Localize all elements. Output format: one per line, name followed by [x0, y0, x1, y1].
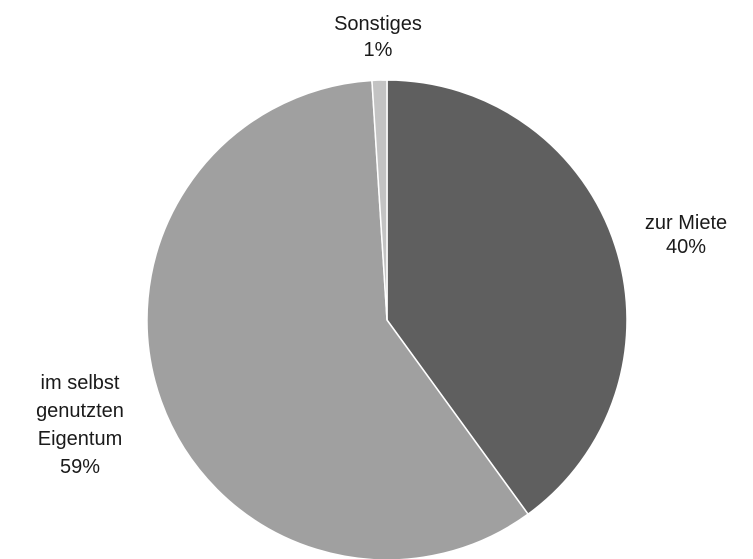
pie-slices: [146, 79, 628, 559]
pie-slice-im-selbst-genutzten-eigentum: [146, 79, 530, 559]
slice-name-label: genutzten: [36, 400, 124, 422]
slice-label-zur-miete: zur Miete 40%: [645, 212, 727, 258]
slice-percent-label: 40%: [666, 236, 706, 258]
slice-name-label: Eigentum: [38, 428, 123, 450]
slice-name-label: im selbst: [41, 372, 120, 394]
pie-slice-sonstiges: [371, 79, 388, 321]
slice-name-label: Sonstiges: [334, 13, 422, 35]
pie-slice-zur-miete: [386, 79, 628, 516]
slice-name-label: zur Miete: [645, 212, 727, 234]
slice-percent-label: 59%: [60, 456, 100, 478]
slice-label-im-selbst-genutzten-eigentum: im selbst genutzten Eigentum 59%: [36, 372, 124, 478]
slice-percent-label: 1%: [364, 39, 393, 61]
pie-labels: zur Miete 40% im selbst genutzten Eigentum 59…: [36, 13, 727, 478]
slice-label-sonstiges: Sonstiges 1%: [334, 13, 422, 61]
